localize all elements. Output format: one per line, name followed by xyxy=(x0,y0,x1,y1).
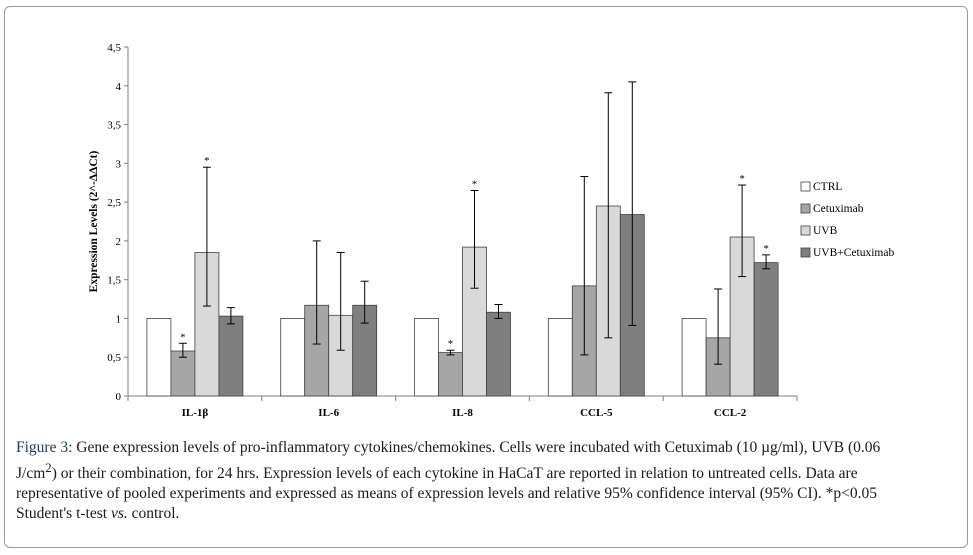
legend-swatch xyxy=(800,225,811,236)
bar xyxy=(753,262,779,397)
x-tick-label: IL-8 xyxy=(452,407,473,419)
y-tick-label: 4,5 xyxy=(107,42,121,54)
bar xyxy=(547,318,573,397)
bar xyxy=(280,318,306,397)
caption-line-4em: vs. xyxy=(110,505,128,523)
x-tick-label: IL-1β xyxy=(182,407,209,419)
legend-label: UVB+Cetuximab xyxy=(813,247,894,259)
caption-superscript: 2 xyxy=(45,460,52,475)
y-tick-label: 4 xyxy=(116,81,122,93)
y-tick-label: 1 xyxy=(116,313,122,325)
y-tick-label: 3 xyxy=(116,158,122,170)
bar xyxy=(146,318,172,397)
significance-marker: * xyxy=(204,155,210,167)
x-tick-label: CCL-2 xyxy=(714,407,747,419)
caption-line-4b: control. xyxy=(127,505,180,523)
caption-label: Figure 3: xyxy=(16,439,73,456)
y-tick-label: 3,5 xyxy=(107,120,121,132)
y-tick-label: 2,5 xyxy=(107,197,121,209)
legend-swatch xyxy=(800,181,811,192)
significance-marker: * xyxy=(448,338,454,350)
figure-caption: Figure 3: Gene expression levels of pro-… xyxy=(16,438,958,524)
y-axis-label: Expression Levels (2^-ΔΔCt) xyxy=(88,151,100,293)
legend-swatch xyxy=(800,247,811,258)
y-tick-label: 1,5 xyxy=(107,275,121,287)
significance-marker: * xyxy=(180,331,186,343)
x-tick-label: IL-6 xyxy=(318,407,339,419)
significance-marker: * xyxy=(763,243,769,255)
bar xyxy=(218,315,244,397)
legend-swatch xyxy=(800,203,811,214)
bar xyxy=(170,350,196,397)
significance-marker: * xyxy=(739,173,745,185)
bar xyxy=(486,311,511,397)
bar xyxy=(681,318,707,397)
bar xyxy=(414,318,439,397)
significance-marker: * xyxy=(472,178,478,190)
caption-line-1: Gene expression levels of pro-inflammato… xyxy=(76,439,881,456)
y-tick-label: 0 xyxy=(116,391,122,403)
y-tick-label: 2 xyxy=(116,236,122,248)
bar xyxy=(438,352,463,397)
x-tick-label: CCL-5 xyxy=(580,407,613,419)
legend-label: UVB xyxy=(813,225,838,237)
caption-line-4a: Student's t-test xyxy=(16,505,111,523)
legend-label: Cetuximab xyxy=(813,203,864,215)
caption-line-2b: ) or their combination, for 24 hrs. Expr… xyxy=(51,465,858,483)
legend-label: CTRL xyxy=(813,181,842,193)
caption-line-2a: J/cm xyxy=(16,465,46,483)
y-tick-label: 0,5 xyxy=(107,352,121,364)
bar-chart: 0 0,5 1 1,5 2 2,5 3 3,5 4 4,5 Expression Levels (2… xyxy=(88,42,894,419)
caption-line-3: representative of pooled experiments and… xyxy=(16,485,877,503)
